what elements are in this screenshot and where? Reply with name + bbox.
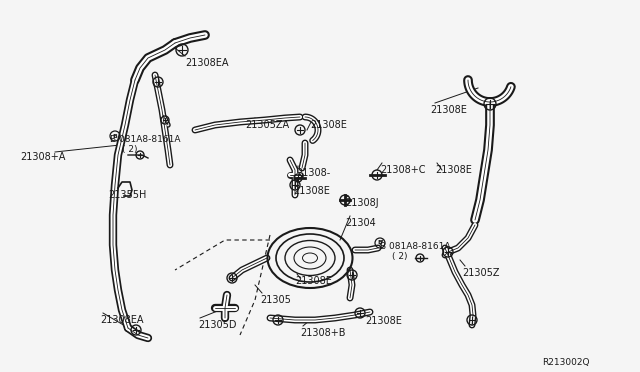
Text: 21304: 21304: [345, 218, 376, 228]
Text: 21308E: 21308E: [293, 186, 330, 196]
Text: ( 2): ( 2): [122, 145, 138, 154]
Text: 21308E: 21308E: [435, 165, 472, 175]
Text: B: B: [378, 241, 383, 246]
Text: 21308EA: 21308EA: [100, 315, 143, 325]
Text: 21308+A: 21308+A: [20, 152, 65, 162]
Text: 21355H: 21355H: [108, 190, 147, 200]
Text: B: B: [113, 134, 117, 138]
Text: ( 2): ( 2): [392, 252, 408, 261]
Text: 21308E: 21308E: [295, 276, 332, 286]
Text: 21308E: 21308E: [365, 316, 402, 326]
Text: 21308+B: 21308+B: [300, 328, 346, 338]
Text: B 081A8-8161A: B 081A8-8161A: [110, 135, 180, 144]
Text: 21308-: 21308-: [296, 168, 330, 178]
Text: B 081A8-8161A: B 081A8-8161A: [380, 242, 451, 251]
Text: 21305Z: 21305Z: [462, 268, 499, 278]
Text: 21308J: 21308J: [345, 198, 379, 208]
Text: 21308E: 21308E: [430, 105, 467, 115]
Text: R213002Q: R213002Q: [543, 358, 590, 367]
Text: 21305: 21305: [260, 295, 291, 305]
Text: 21305D: 21305D: [198, 320, 237, 330]
Text: 21308E: 21308E: [310, 120, 347, 130]
Text: 21308EA: 21308EA: [185, 58, 228, 68]
Text: 21308+C: 21308+C: [380, 165, 426, 175]
Text: 21305ZA: 21305ZA: [245, 120, 289, 130]
